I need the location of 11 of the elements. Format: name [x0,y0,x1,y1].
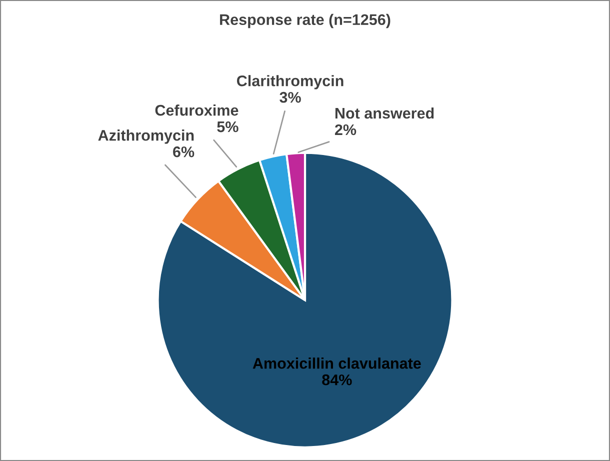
data-label: 84% [322,374,352,386]
slice-label: Azithromycin [98,130,194,144]
data-label: 2% [334,124,356,136]
data-label: 5% [217,121,238,132]
slice-label: Amoxicillin clavulanate [252,358,421,369]
chart-title: Response rate (n=1256) [220,14,390,28]
slice-label: Cefuroxime [155,104,238,116]
data-label: 3% [280,92,301,103]
slice-label: Clarithromycin [236,75,344,90]
slice-label: Not answered [335,107,434,119]
data-label: 6% [173,146,194,158]
